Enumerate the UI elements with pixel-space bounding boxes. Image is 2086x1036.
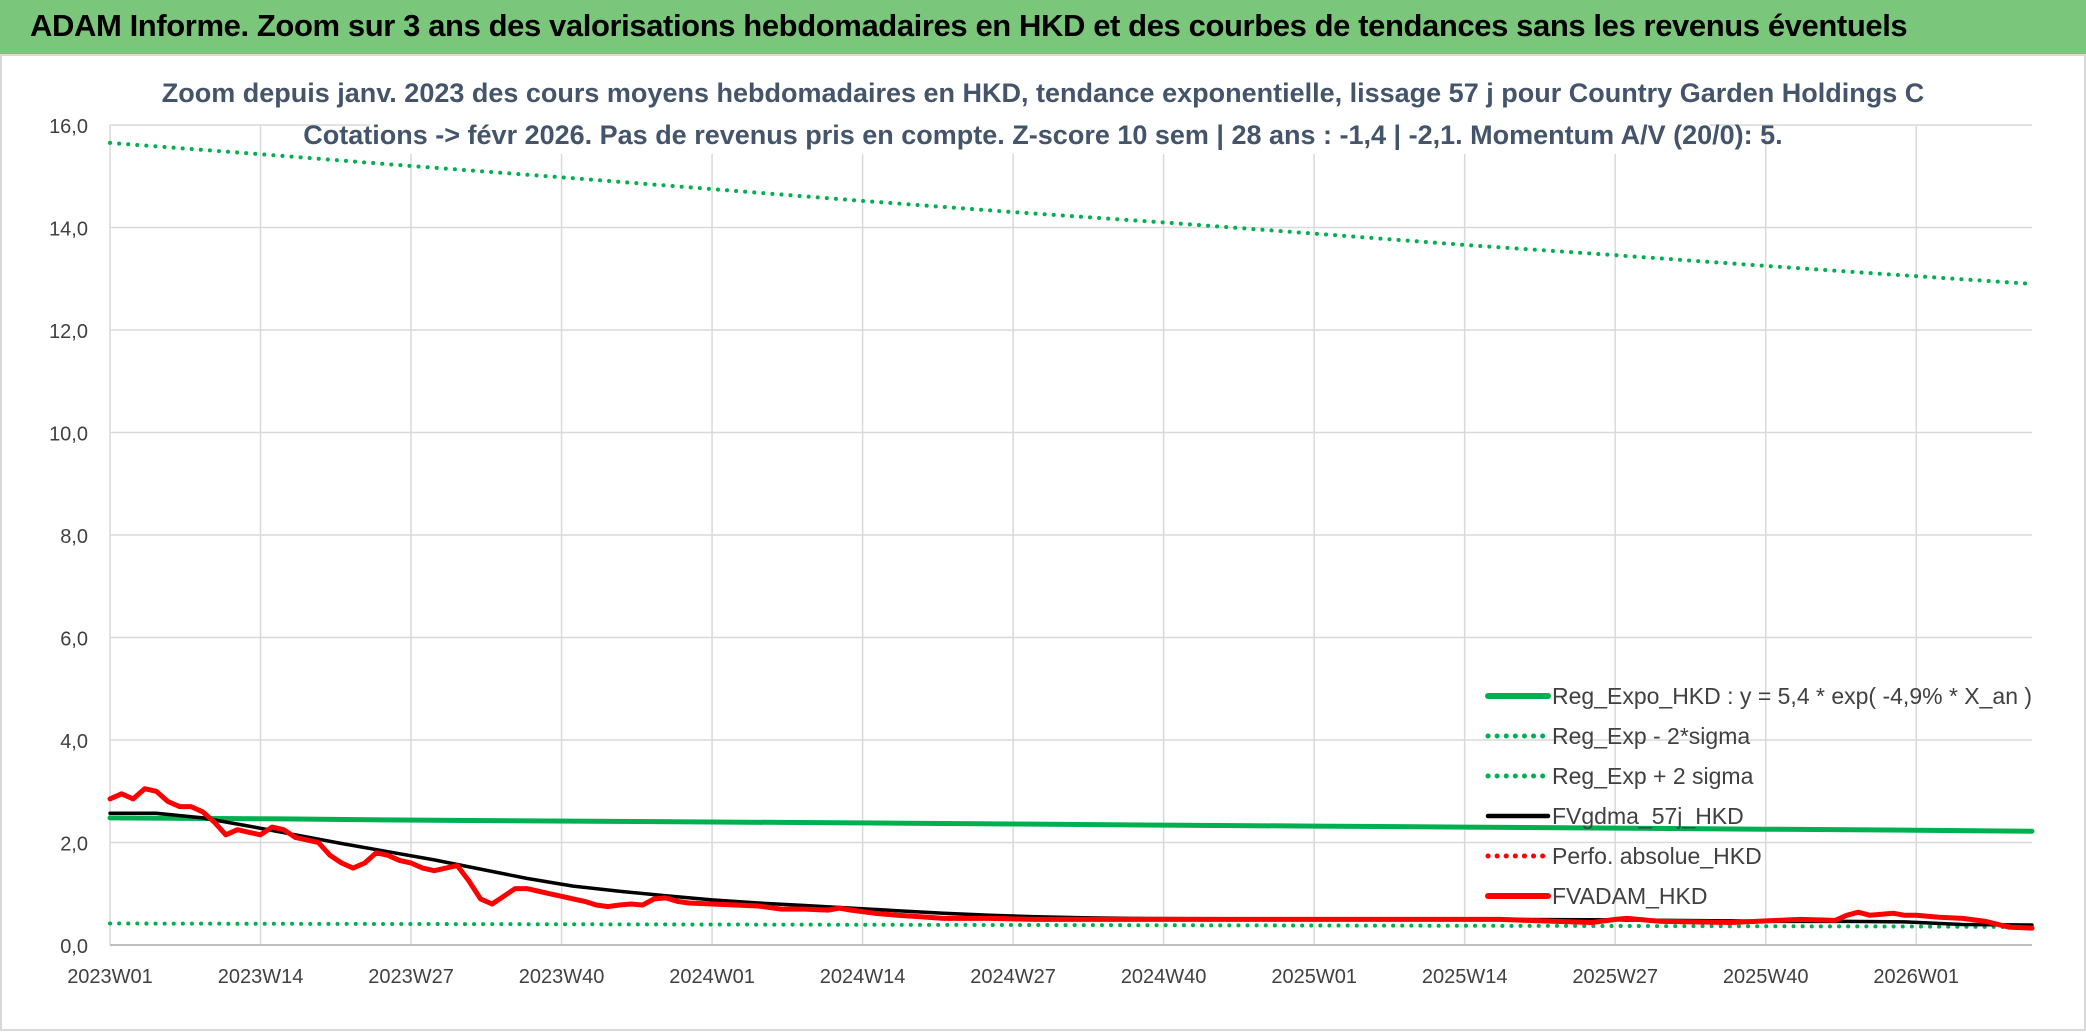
header-banner: ADAM Informe. Zoom sur 3 ans des valoris… xyxy=(0,0,2086,54)
page-title: ADAM Informe. Zoom sur 3 ans des valoris… xyxy=(30,8,1908,43)
chart-title: Zoom depuis janv. 2023 des cours moyens … xyxy=(162,78,1924,108)
y-tick-label: 6,0 xyxy=(60,629,88,651)
x-tick-label: 2024W27 xyxy=(970,966,1056,988)
chart-subtitle: Cotations -> févr 2026. Pas de revenus p… xyxy=(303,120,1782,150)
chart-subtitle-background xyxy=(370,114,1710,154)
legend-label: Reg_Expo_HKD : y = 5,4 * exp( -4,9% * X_… xyxy=(1552,683,2032,709)
chart-area: 0,0 2,0 4,0 6,0 8,0 10,0 12,0 14,0 16,0 2023W01 2… xyxy=(0,54,2086,1031)
x-tick-label: 2025W40 xyxy=(1723,966,1809,988)
x-tick-label: 2023W14 xyxy=(218,966,304,988)
x-tick-label: 2024W40 xyxy=(1121,966,1207,988)
y-tick-label: 14,0 xyxy=(49,219,88,241)
series-line-reg-expo-hkd xyxy=(107,815,2035,834)
chart-titles: Zoom depuis janv. 2023 des cours moyens … xyxy=(162,72,1924,154)
y-tick-label: 8,0 xyxy=(60,526,88,548)
y-tick-label: 12,0 xyxy=(49,321,88,343)
series-line-reg-exp xyxy=(108,140,2034,286)
line-chart: 0,02,04,06,08,010,012,014,016,0 2023W01 2… xyxy=(0,54,2086,1031)
chart-title-background xyxy=(270,72,1810,112)
x-tick-label: 2024W01 xyxy=(669,966,755,988)
y-tick-label: 0,0 xyxy=(60,936,88,958)
series-line-reg-exp xyxy=(108,921,2034,930)
legend-label: Reg_Exp - 2*sigma xyxy=(1552,723,1750,749)
legend-label: FVADAM_HKD xyxy=(1552,883,1708,909)
x-tick-label: 2026W01 xyxy=(1873,966,1959,988)
y-tick-label: 16,0 xyxy=(49,116,88,138)
x-tick-label: 2023W27 xyxy=(368,966,454,988)
y-tick-label: 10,0 xyxy=(49,424,88,446)
y-axis-ticks: 0,0 2,0 4,0 6,0 8,0 10,0 12,0 14,0 16,0 xyxy=(49,116,88,958)
chart-frame xyxy=(0,54,2086,1031)
y-tick-label: 4,0 xyxy=(60,731,88,753)
y-tick-label: 2,0 xyxy=(60,834,88,856)
x-tick-label: 2025W14 xyxy=(1422,966,1508,988)
x-tick-label: 2023W01 xyxy=(67,966,153,988)
x-tick-label: 2025W27 xyxy=(1572,966,1658,988)
legend-label: Reg_Exp + 2 sigma xyxy=(1552,763,1754,789)
chart-legend: Reg_Expo_HKD : y = 5,4 * exp( -4,9% * X_… xyxy=(1485,683,2032,909)
legend-label: Perfo. absolue_HKD xyxy=(1552,843,1762,869)
x-tick-label: 2024W14 xyxy=(820,966,906,988)
x-axis-ticks: 2023W01 2023W14 2023W27 2023W40 2024W01 2024W… xyxy=(67,966,1959,988)
legend-label: FVgdma_57j_HKD xyxy=(1552,803,1744,829)
x-tick-label: 2025W01 xyxy=(1271,966,1357,988)
chart-series xyxy=(107,140,2035,931)
series-line-fvadam-hkd xyxy=(107,786,2035,931)
x-tick-label: 2023W40 xyxy=(519,966,605,988)
chart-grid xyxy=(109,124,2032,946)
